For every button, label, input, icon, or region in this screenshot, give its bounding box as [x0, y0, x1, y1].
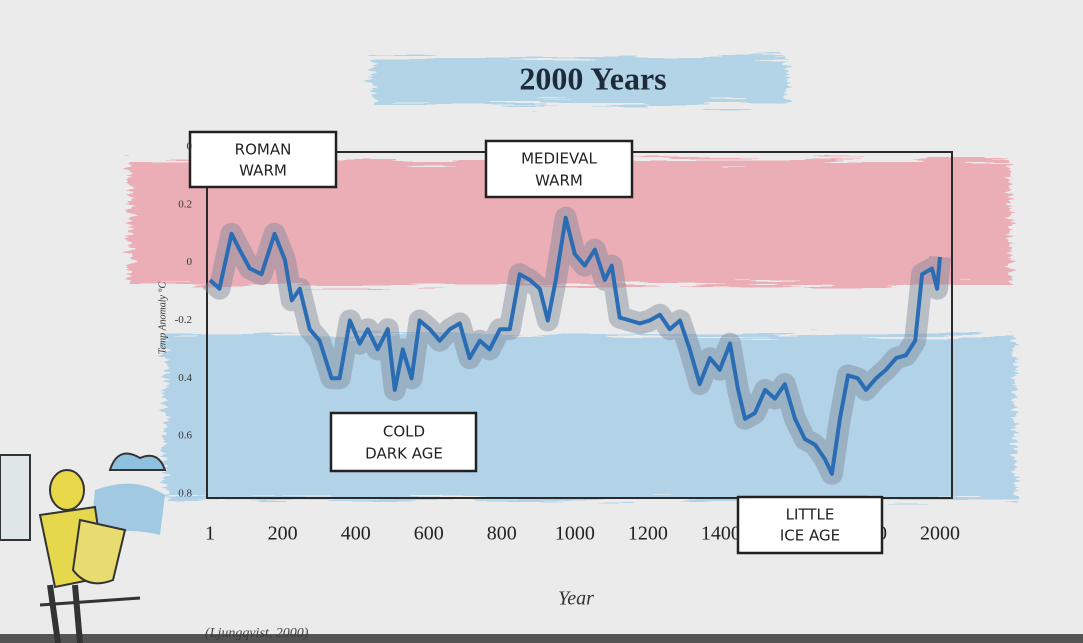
annotation-box — [736, 495, 884, 555]
y-tick-label: 0 — [187, 256, 193, 268]
shield — [71, 518, 127, 585]
annotation-text: ROMAN — [235, 141, 292, 159]
x-tick-label: 600 — [414, 523, 444, 545]
annotation: LITTLE ICE AGE — [736, 495, 884, 555]
castle-wall — [0, 454, 31, 541]
annotation-box — [329, 411, 478, 473]
knight-illustration — [0, 452, 167, 643]
y-tick-label: 0.4 — [178, 372, 192, 384]
y-tick-label: 0 — [187, 141, 193, 153]
annotation-text: WARM — [239, 162, 287, 180]
x-tick-label: 1400 — [701, 523, 741, 545]
x-axis-label: Year — [558, 588, 594, 610]
annotation-box — [484, 139, 634, 199]
x-tick-label: 1200 — [628, 523, 668, 545]
bush — [108, 452, 167, 471]
y-tick-label: -0.2 — [175, 314, 192, 326]
annotation-text: MEDIEVAL — [521, 150, 597, 168]
cold-band — [165, 335, 1015, 500]
chart-title: 2000 Years — [519, 60, 666, 96]
annotation-text: WARM — [535, 172, 583, 190]
annotation-text: DARK AGE — [365, 445, 443, 463]
x-tick-label: 1000 — [555, 523, 595, 545]
y-axis-label: Temp Anomaly °C — [157, 282, 168, 355]
video-progress-bar — [0, 634, 1083, 643]
annotation: ROMAN WARM — [188, 130, 338, 189]
x-tick-label: 2000 — [920, 523, 960, 545]
annotation-text: LITTLE — [786, 506, 835, 524]
x-tick-label: 200 — [268, 523, 298, 545]
plot-area — [202, 206, 951, 485]
data-line — [208, 215, 942, 476]
annotation-text: COLD — [383, 423, 425, 441]
x-tick-label: 800 — [487, 523, 517, 545]
annotation-box — [188, 130, 338, 189]
annotation: COLD DARK AGE — [329, 411, 478, 473]
x-tick-label: 400 — [341, 523, 371, 545]
y-tick-label: 0.2 — [178, 198, 192, 210]
helmet — [49, 469, 85, 511]
y-tick-label: 0.6 — [178, 430, 192, 442]
sword — [39, 596, 141, 607]
annotation-text: ICE AGE — [780, 527, 840, 545]
x-tick-label: 1 — [205, 523, 215, 545]
annotation: MEDIEVAL WARM — [484, 139, 634, 199]
legs — [47, 584, 83, 643]
y-tick-label: 0.8 — [178, 488, 192, 500]
title-band — [372, 58, 787, 104]
